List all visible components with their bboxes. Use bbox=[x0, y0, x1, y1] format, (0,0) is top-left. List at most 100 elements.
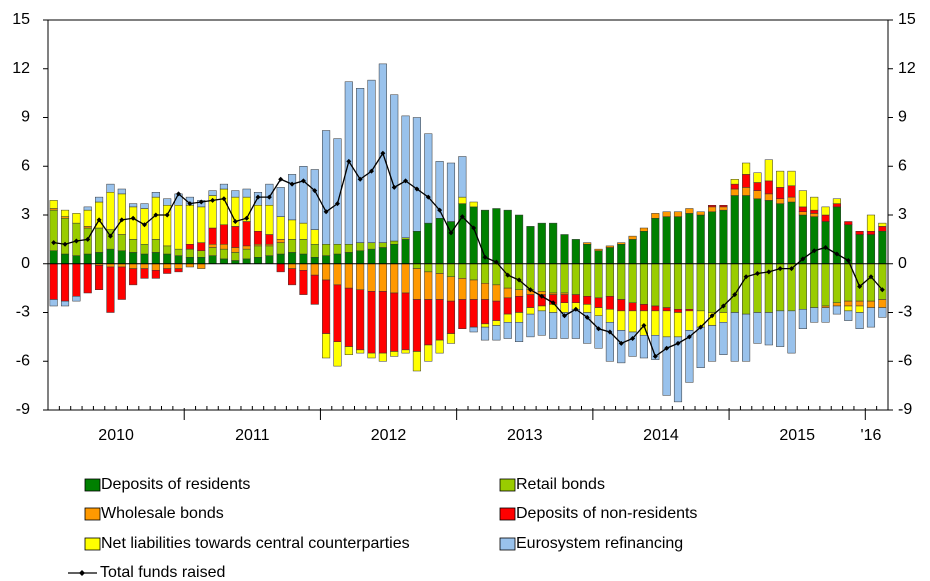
bar bbox=[787, 170, 796, 186]
bar bbox=[605, 263, 614, 297]
bar bbox=[515, 322, 524, 342]
bar bbox=[617, 299, 626, 312]
legend-label: Wholesale bonds bbox=[101, 505, 224, 522]
line-marker bbox=[232, 219, 238, 224]
bar bbox=[151, 252, 160, 264]
bar bbox=[435, 218, 444, 264]
bar bbox=[503, 209, 512, 264]
line-marker bbox=[210, 197, 216, 203]
bar bbox=[594, 248, 603, 251]
bar bbox=[583, 296, 592, 305]
bar bbox=[492, 325, 501, 341]
bar bbox=[83, 253, 92, 264]
bar bbox=[231, 226, 240, 248]
bar bbox=[185, 248, 194, 258]
bar bbox=[866, 214, 876, 232]
bar bbox=[730, 195, 739, 264]
bar bbox=[60, 300, 70, 307]
bar bbox=[242, 188, 251, 198]
bar bbox=[617, 263, 626, 300]
bar bbox=[855, 312, 864, 329]
bar bbox=[844, 221, 853, 225]
bar bbox=[696, 211, 705, 216]
line-marker bbox=[369, 168, 375, 174]
bar bbox=[310, 274, 319, 305]
bar bbox=[435, 273, 444, 300]
y2-tick-label: 3 bbox=[898, 206, 907, 223]
bar bbox=[673, 309, 683, 313]
bar bbox=[129, 203, 138, 208]
legend-swatch bbox=[84, 478, 101, 492]
bar bbox=[685, 330, 694, 383]
y-tick-label: 0 bbox=[21, 255, 30, 272]
bar bbox=[617, 310, 626, 331]
line-marker bbox=[675, 340, 681, 346]
line-marker bbox=[596, 326, 602, 332]
bar bbox=[117, 188, 126, 195]
bar bbox=[208, 247, 217, 256]
bar bbox=[480, 326, 490, 341]
bar bbox=[469, 326, 478, 333]
bar bbox=[515, 214, 524, 264]
bar bbox=[878, 226, 887, 232]
bar bbox=[378, 247, 387, 264]
bar bbox=[776, 187, 785, 199]
bar bbox=[197, 206, 206, 243]
bar bbox=[753, 182, 762, 191]
bar bbox=[60, 253, 70, 264]
bar bbox=[367, 242, 376, 250]
y-tick-label: 15 bbox=[12, 11, 30, 28]
bar bbox=[174, 268, 183, 273]
bar bbox=[322, 244, 331, 256]
bar bbox=[469, 299, 478, 328]
bar bbox=[458, 299, 467, 329]
bar bbox=[503, 322, 512, 339]
bar bbox=[412, 231, 421, 264]
line-marker bbox=[312, 188, 318, 194]
bar bbox=[651, 310, 660, 336]
bar bbox=[776, 198, 785, 204]
line-marker bbox=[879, 287, 885, 293]
bar bbox=[344, 252, 353, 264]
bar bbox=[537, 222, 546, 264]
bar bbox=[526, 294, 535, 308]
line-marker bbox=[493, 259, 499, 265]
bar bbox=[866, 231, 876, 235]
bar bbox=[832, 203, 841, 208]
bar bbox=[401, 115, 410, 238]
bar bbox=[253, 245, 263, 258]
bar bbox=[276, 216, 285, 240]
line-marker bbox=[403, 178, 409, 184]
line-marker bbox=[357, 176, 363, 182]
bar bbox=[730, 312, 739, 362]
bar bbox=[878, 299, 887, 308]
bar bbox=[480, 299, 490, 325]
bar bbox=[810, 209, 819, 214]
bar bbox=[594, 307, 603, 316]
bar bbox=[390, 240, 399, 245]
bar bbox=[367, 291, 376, 354]
bar bbox=[367, 263, 376, 292]
line-marker bbox=[221, 196, 227, 202]
y2-tick-label: 15 bbox=[898, 11, 916, 28]
bar bbox=[49, 263, 58, 300]
bar bbox=[435, 339, 444, 354]
bar bbox=[844, 305, 853, 312]
bar bbox=[832, 263, 841, 303]
line-marker bbox=[482, 254, 488, 260]
bar bbox=[322, 130, 331, 245]
bar bbox=[866, 307, 876, 328]
bar bbox=[753, 172, 762, 183]
line-marker bbox=[414, 186, 420, 192]
bar bbox=[708, 325, 717, 362]
bar bbox=[356, 289, 365, 351]
bar bbox=[310, 169, 319, 230]
line-marker bbox=[119, 217, 125, 223]
y-tick-label: -3 bbox=[16, 304, 30, 321]
line-marker bbox=[777, 266, 783, 272]
bar bbox=[832, 198, 841, 204]
bar bbox=[185, 205, 194, 245]
bar bbox=[344, 346, 353, 355]
bar bbox=[742, 195, 751, 264]
